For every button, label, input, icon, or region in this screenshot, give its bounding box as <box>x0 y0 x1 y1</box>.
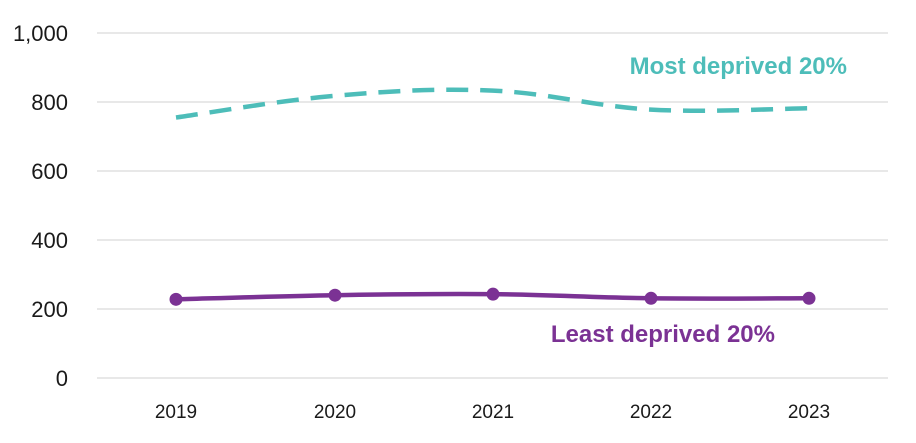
y-axis-ticks: 0 200 400 600 800 1,000 <box>13 21 68 391</box>
series-line-most-deprived <box>175 87 810 120</box>
data-point <box>169 292 183 306</box>
x-tick-label: 2019 <box>155 402 197 423</box>
x-tick-label: 2020 <box>314 402 356 423</box>
y-tick-label: 800 <box>31 90 68 115</box>
data-point <box>802 291 816 305</box>
series-group <box>169 87 816 306</box>
data-point <box>328 288 342 302</box>
series-label-least-deprived: Least deprived 20% <box>551 321 775 348</box>
y-tick-label: 600 <box>31 159 68 184</box>
y-tick-label: 400 <box>31 228 68 253</box>
x-tick-label: 2022 <box>630 402 672 423</box>
data-point <box>486 287 500 301</box>
y-tick-label: 1,000 <box>13 21 68 46</box>
y-tick-label: 0 <box>56 366 68 391</box>
x-axis-ticks: 2019 2020 2021 2022 2023 <box>155 402 830 423</box>
series-label-most-deprived: Most deprived 20% <box>630 53 847 80</box>
x-tick-label: 2023 <box>788 402 830 423</box>
x-tick-label: 2021 <box>472 402 514 423</box>
gridlines <box>97 32 888 379</box>
data-point <box>644 291 658 305</box>
y-tick-label: 200 <box>31 297 68 322</box>
